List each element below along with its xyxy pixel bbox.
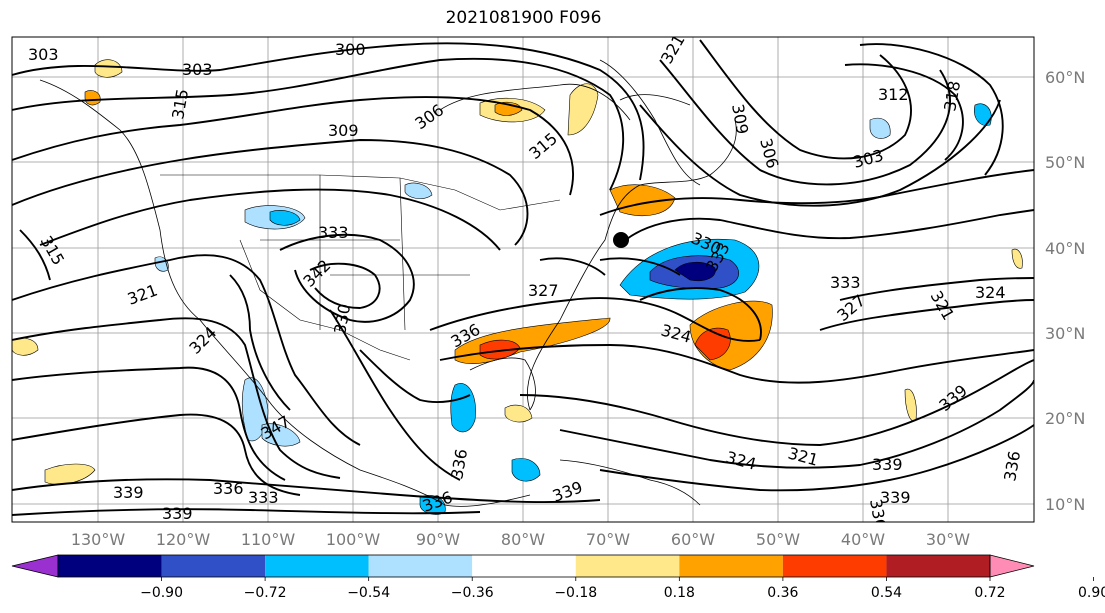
longitude-tick-label: 60°W [671, 530, 715, 549]
contour-label: 336 [213, 479, 244, 498]
latitude-tick-label: 20°N [1045, 409, 1085, 428]
yellow-anomaly-caribbean [504, 404, 533, 423]
longitude-tick-label: 40°W [841, 530, 885, 549]
contour-label: 339 [162, 504, 193, 523]
colorbar-tick-label: −0.72 [244, 585, 287, 601]
colorbar-tick-label: −0.54 [347, 585, 390, 601]
contour-label: 303 [28, 45, 59, 64]
longitude-tick-label: 130°W [71, 530, 126, 549]
latitude-labels: 60°N 50°N 40°N 30°N 20°N 10°N [1045, 68, 1085, 514]
graticule [12, 37, 1034, 522]
contour-label: 339 [880, 488, 911, 507]
warm-anomaly-newfoundland [609, 184, 676, 217]
colorbar-tick-label: 0.18 [664, 585, 695, 601]
blue-anomaly-mexico [261, 423, 301, 447]
contour-label: 339 [113, 483, 144, 502]
borders [160, 174, 561, 361]
colorbar-extend-low [11, 554, 59, 578]
latitude-tick-label: 30°N [1045, 324, 1085, 343]
contour-label: 333 [830, 273, 861, 292]
blue-anomaly-west-core [269, 210, 301, 226]
colorbar-tick-label: −0.18 [554, 585, 597, 601]
latitude-tick-label: 40°N [1045, 239, 1085, 258]
colorbar-tick-label: −0.36 [451, 585, 494, 601]
longitude-tick-label: 30°W [926, 530, 970, 549]
colorbar-segment [161, 555, 266, 577]
shaded-anomalies [12, 59, 1023, 515]
blue-anomaly-caribbean [511, 458, 541, 482]
contour-label: 336 [866, 497, 890, 530]
longitude-tick-label: 120°W [156, 530, 211, 549]
contour-label: 333 [248, 488, 279, 507]
longitude-tick-label: 50°W [756, 530, 800, 549]
colorbar-segment [265, 555, 369, 577]
colorbar-labels: −0.90 −0.72 −0.54 −0.36 −0.18 0.18 0.36 0.54 0.7… [140, 577, 1105, 601]
colorbar-tick-label: −0.90 [140, 585, 183, 601]
colorbar-tick-label: 0.72 [974, 585, 1005, 601]
colorbar-segment [58, 555, 162, 577]
colorbar-segment [472, 555, 576, 577]
colorbar-frame [57, 554, 991, 578]
latitude-tick-label: 60°N [1045, 68, 1085, 87]
yellow-anomaly-alaska [94, 59, 123, 78]
colorbar-segment [886, 555, 990, 577]
map-area: 303 300 303 306 309 315 321 318 312 303 … [12, 37, 1034, 530]
yellow-anomaly-east-edge [1011, 248, 1023, 269]
colorbar [11, 554, 1035, 578]
longitude-tick-label: 70°W [586, 530, 630, 549]
contour-label: 333 [318, 223, 349, 242]
contour-label: 300 [335, 40, 366, 59]
colorbar-segment [782, 555, 887, 577]
colorbar-segment [575, 555, 680, 577]
longitude-tick-label: 90°W [416, 530, 460, 549]
blue-anomaly-north-atlantic [869, 117, 891, 139]
blue-anomaly-northeast [974, 103, 992, 126]
latitude-tick-label: 50°N [1045, 153, 1085, 172]
colorbar-extend-high [989, 554, 1035, 578]
colorbar-segment [679, 555, 783, 577]
contour-label: 339 [872, 455, 903, 474]
longitude-tick-label: 80°W [501, 530, 545, 549]
contour-label: 303 [182, 60, 213, 79]
longitude-tick-label: 110°W [241, 530, 296, 549]
contour-label: 324 [975, 283, 1006, 302]
blue-anomaly-pacific-sw [419, 494, 446, 515]
station-dot-marker [613, 232, 629, 248]
colorbar-segment [368, 555, 473, 577]
blue-anomaly-plains [404, 182, 433, 200]
map-title: 2021081900 F096 [445, 8, 602, 28]
blue-anomaly-center [674, 261, 716, 282]
contour-label: 327 [528, 281, 559, 300]
longitude-labels: 130°W 120°W 110°W 100°W 90°W 80°W 70°W 60°W 50°W… [71, 530, 970, 549]
map-frame [11, 36, 1035, 523]
colorbar-tick-label: 0.36 [767, 585, 798, 601]
latitude-tick-label: 10°N [1045, 495, 1085, 514]
colorbar-tick-label: 0.90 [1078, 585, 1105, 601]
contour-lines [12, 39, 1034, 516]
contour-label: 309 [328, 121, 359, 140]
colorbar-tick-label: 0.54 [871, 585, 902, 601]
contour-label: 312 [878, 85, 909, 104]
longitude-tick-label: 100°W [326, 530, 381, 549]
